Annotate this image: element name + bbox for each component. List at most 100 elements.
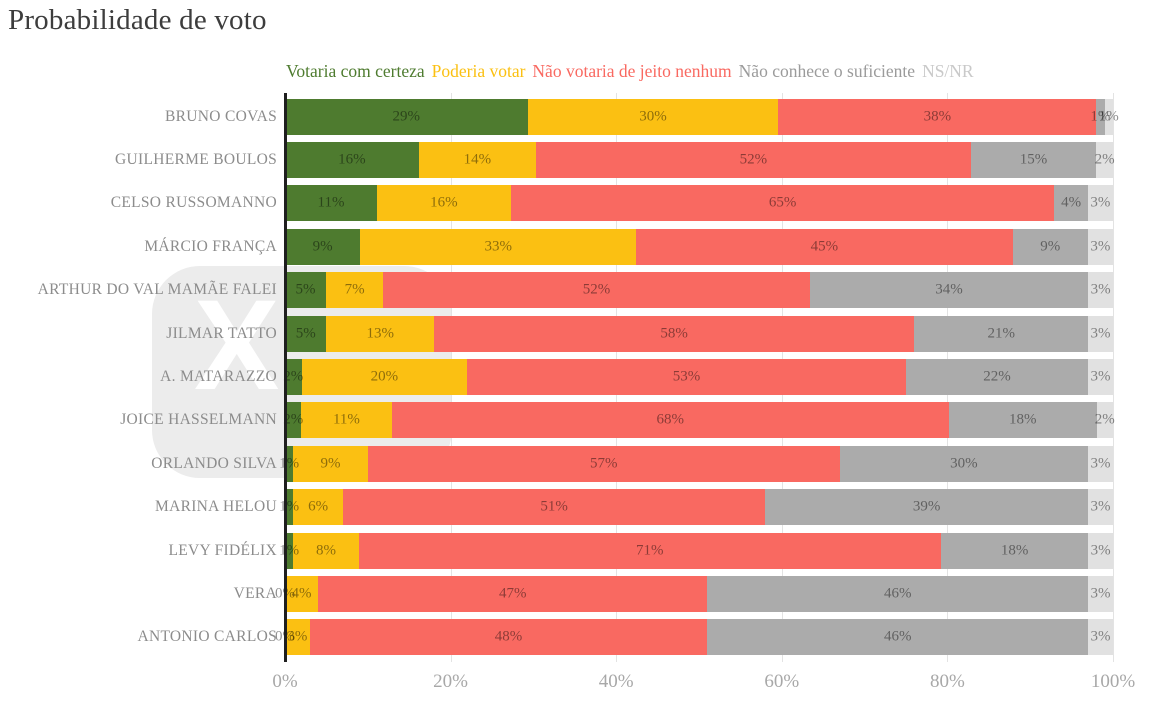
- bar-segment-label: 2%: [1094, 151, 1115, 168]
- bar-segment-label: 9%: [1040, 238, 1061, 255]
- legend-item-nao-votaria: Não votaria de jeito nenhum: [532, 61, 732, 81]
- stacked-bar: 16% 14% 52% 15% 2%: [285, 142, 1115, 179]
- bar-segment: 16%: [285, 142, 419, 179]
- bar-segment: 30%: [839, 445, 1089, 482]
- category-label: JILMAR TATTO: [166, 324, 277, 342]
- category-label: BRUNO COVAS: [165, 107, 277, 125]
- category-label: JOICE HASSELMANN: [120, 411, 277, 429]
- stacked-bar: 1% 9% 57% 30% 3%: [279, 445, 1113, 482]
- bar-segment-label: 1%: [1098, 108, 1119, 125]
- legend-item-nao-conhece: Não conhece o suficiente: [738, 61, 916, 81]
- bar-segment-label: 30%: [639, 108, 667, 125]
- stacked-bar: 5% 7% 52% 34% 3%: [285, 272, 1113, 309]
- bar-segment-label: 20%: [370, 368, 399, 385]
- chart-row: ARTHUR DO VAL MAMÃE FALEI 5% 7% 52% 34% 3%: [38, 269, 1113, 312]
- bar-segment-label: 65%: [768, 194, 797, 211]
- chart-row: A. MATARAZZO 2% 20% 53% 22% 3%: [160, 355, 1113, 398]
- legend-item-ns-nr: NS/NR: [922, 61, 974, 81]
- bar-segment-label: 1%: [279, 455, 300, 472]
- bar-segment: 33%: [360, 228, 637, 265]
- bar-segment: 3%: [1087, 228, 1113, 265]
- bar-segment: 14%: [418, 142, 536, 179]
- bar-segment-label: 4%: [291, 585, 312, 602]
- bar-segment-label: 47%: [498, 585, 527, 602]
- bar-rows: BRUNO COVAS 29% 30% 38% 1% 1% GUILHERME BOULOS…: [38, 95, 1119, 659]
- x-axis: 0% 20% 40% 60% 80% 100%: [272, 671, 1135, 697]
- bar-segment-label: 9%: [320, 455, 341, 472]
- stacked-bar: 29% 30% 38% 1% 1%: [285, 98, 1119, 135]
- bar-segment-label: 46%: [883, 628, 912, 645]
- bar-segment: 52%: [383, 272, 810, 309]
- bar-segment: 3%: [1087, 185, 1113, 222]
- bar-segment: 34%: [809, 272, 1089, 309]
- x-axis-tick-label: 0%: [272, 671, 298, 692]
- bar-segment: 58%: [434, 315, 915, 352]
- bar-segment: 5%: [285, 272, 326, 309]
- bar-segment-label: 14%: [463, 151, 492, 168]
- bar-segment-label: 7%: [344, 281, 365, 298]
- chart-row: VERA0%4%47%46%3%: [234, 572, 1113, 615]
- bar-segment: 16%: [377, 185, 511, 222]
- chart-row: JOICE HASSELMANN 2% 11% 68% 18% 2%: [120, 399, 1115, 442]
- bar-segment-label: 29%: [392, 108, 421, 125]
- category-label: CELSO RUSSOMANNO: [110, 194, 277, 212]
- category-label: VERA: [233, 584, 277, 602]
- bar-segment-label: 18%: [1000, 542, 1029, 559]
- category-label: MARINA HELOU: [155, 498, 277, 516]
- bar-segment-label: 2%: [283, 411, 304, 428]
- plot-area: BRUNO COVAS 29% 30% 38% 1% 1% GUILHERME BOULOS…: [38, 93, 1119, 662]
- bar-segment: 5%: [285, 315, 327, 352]
- bar-segment-label: 68%: [656, 411, 685, 428]
- stacked-bar: 5% 13% 58% 21% 3%: [285, 315, 1113, 352]
- stacked-bar: 11% 16% 65% 4% 3%: [285, 185, 1113, 222]
- legend-item-poderia-votar: Poderia votar: [431, 61, 526, 81]
- bar-segment-label: 3%: [1090, 585, 1111, 602]
- bar-segment-label: 11%: [317, 194, 345, 211]
- bar-segment-label: 3%: [1090, 194, 1111, 211]
- stacked-bar: 0%3%48%46%3%: [275, 619, 1113, 656]
- bar-segment-label: 5%: [295, 281, 316, 298]
- bar-segment: 30%: [527, 98, 779, 135]
- bar-segment-label: 8%: [315, 542, 336, 559]
- bar-segment: 21%: [914, 315, 1089, 352]
- page-title: Probabilidade de voto: [8, 4, 267, 36]
- bar-segment-label: 52%: [582, 281, 611, 298]
- category-label: MÁRCIO FRANÇA: [144, 237, 277, 255]
- bar-segment-label: 1%: [279, 498, 300, 515]
- bar-segment-label: 57%: [590, 455, 618, 472]
- bar-segment: 11%: [285, 185, 377, 222]
- bar-segment: 2%: [1095, 402, 1115, 439]
- bar-segment-label: 51%: [540, 498, 568, 515]
- bar-segment-label: 11%: [332, 411, 360, 428]
- bar-segment-label: 46%: [883, 585, 912, 602]
- bar-segment-label: 2%: [283, 368, 304, 385]
- bar-segment-label: 4%: [1061, 194, 1082, 211]
- bar-segment: 2%: [283, 359, 304, 396]
- chart-row: BRUNO COVAS 29% 30% 38% 1% 1%: [165, 95, 1119, 138]
- bar-segment-label: 58%: [660, 325, 688, 342]
- x-axis-tick-label: 60%: [764, 671, 800, 692]
- chart-row: JILMAR TATTO 5% 13% 58% 21% 3%: [166, 312, 1113, 355]
- x-axis-tick-label: 80%: [929, 671, 965, 692]
- bar-segment-label: 3%: [1090, 455, 1111, 472]
- bar-segment-label: 21%: [987, 325, 1015, 342]
- bar-segment-label: 34%: [935, 281, 963, 298]
- bar-segment: 3%: [1088, 489, 1113, 526]
- category-label: ARTHUR DO VAL MAMÃE FALEI: [37, 281, 277, 299]
- bar-segment: 68%: [391, 402, 950, 439]
- bar-segment: 9%: [285, 228, 361, 265]
- bar-segment: 52%: [535, 142, 971, 179]
- bar-segment-label: 18%: [1009, 411, 1037, 428]
- category-label: A. MATARAZZO: [160, 368, 277, 386]
- bar-segment: 7%: [325, 272, 384, 309]
- bar-segment-label: 52%: [739, 151, 768, 168]
- bar-segment: 9%: [293, 445, 368, 482]
- bar-segment: 65%: [510, 185, 1055, 222]
- x-axis-tick-label: 40%: [598, 671, 634, 692]
- legend-item-votaria-com-certeza: Votaria com certeza: [286, 61, 425, 81]
- stacked-bar: 9% 33% 45% 9% 3%: [285, 228, 1113, 265]
- bar-segment-label: 9%: [312, 238, 333, 255]
- bar-segment: 4%: [285, 575, 319, 612]
- bar-segment: 1%: [1099, 98, 1119, 135]
